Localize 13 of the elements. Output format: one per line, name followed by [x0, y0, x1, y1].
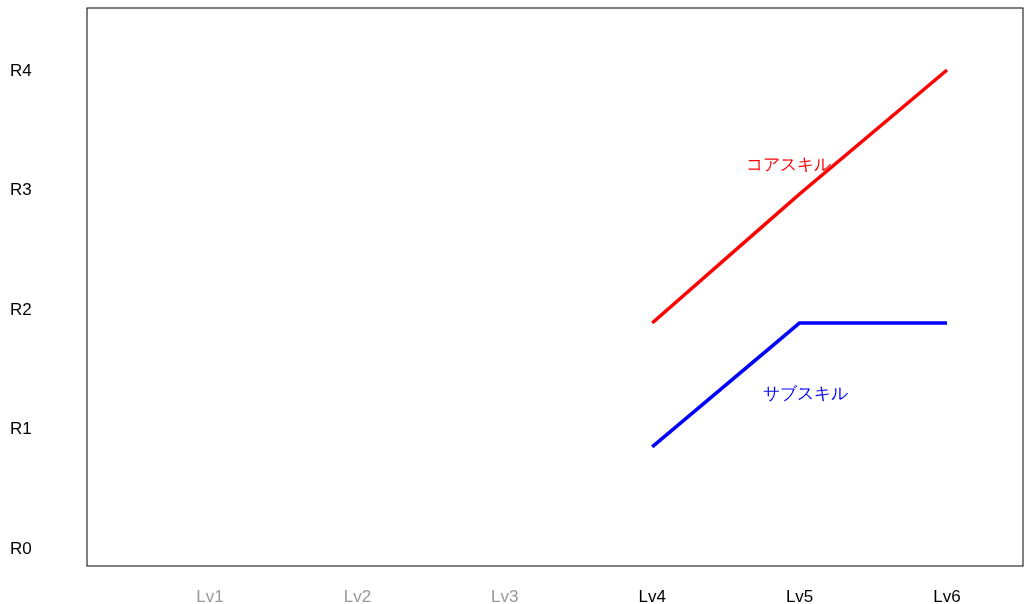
x-tick-label: Lv4 — [638, 586, 666, 604]
x-tick-label: Lv1 — [196, 586, 224, 604]
text: R1 — [10, 419, 32, 439]
text: R3 — [10, 180, 32, 200]
x-tick-label: Lv6 — [933, 586, 961, 604]
text: R0 — [10, 538, 32, 558]
x-tick-label: Lv2 — [343, 586, 372, 604]
text: R2 — [10, 299, 32, 319]
series-label: サブスキル — [762, 383, 848, 403]
series-label: コアスキル — [745, 155, 831, 175]
x-tick-label: Lv3 — [491, 586, 519, 604]
x-tick-label: Lv5 — [785, 586, 814, 604]
text: R4 — [10, 60, 32, 80]
